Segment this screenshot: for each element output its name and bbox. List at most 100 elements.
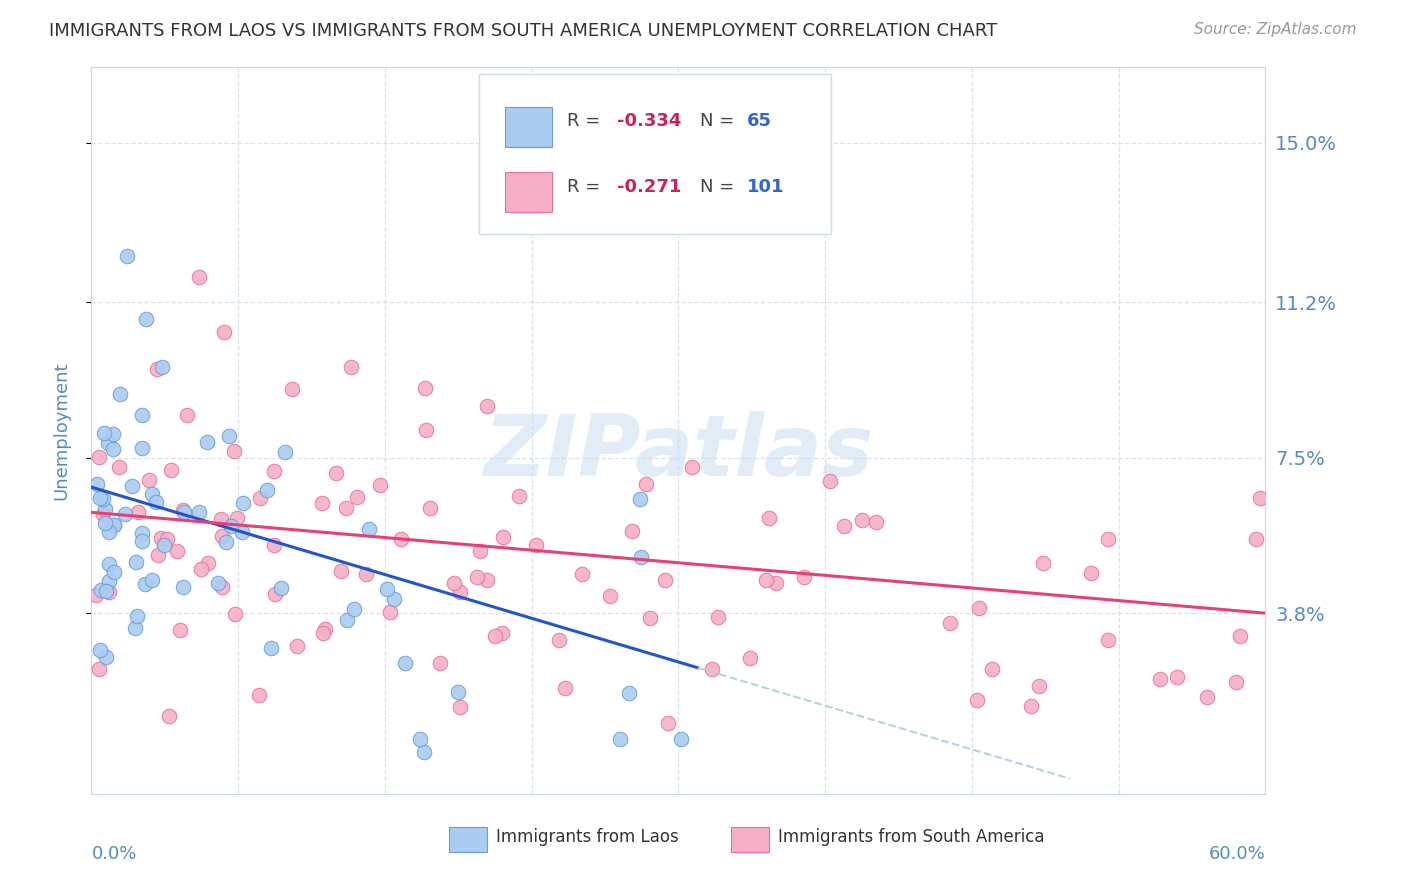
Point [758,511,780,525]
Bar [505,172,551,212]
Point [89,643,111,657]
Point [1149,673,1171,687]
Point [172,503,194,517]
Point [630,549,652,564]
Y-axis label: Unemployment: Unemployment [52,361,70,500]
Point [1097,532,1119,546]
Point [166,544,188,558]
Point [214,325,236,339]
Point [314,622,336,636]
Point [110,387,132,401]
Point [101,442,124,457]
Point [1249,491,1271,505]
Point [97,557,120,571]
Point [524,538,547,552]
Point [1097,633,1119,648]
Point [865,515,887,529]
Point [547,633,569,648]
Bar [505,107,551,147]
Point [311,496,333,510]
Point [101,426,124,441]
Point [86,477,108,491]
Point [211,529,233,543]
Point [638,611,661,625]
Point [415,423,437,437]
Point [702,662,724,676]
Point [467,570,489,584]
Point [818,474,841,488]
Point [1225,675,1247,690]
Point [1019,698,1042,713]
Point [222,444,245,458]
Point [115,249,138,263]
Point [1166,669,1188,683]
Point [1080,566,1102,580]
Point [146,361,169,376]
Point [375,582,398,596]
Point [94,650,117,665]
Point [121,479,143,493]
Point [209,512,232,526]
Point [131,534,153,549]
Point [146,548,169,562]
Point [107,459,129,474]
Point [491,626,513,640]
Text: ZIPatlas: ZIPatlas [484,410,873,493]
Point [103,518,125,533]
Point [329,564,352,578]
Point [382,591,405,606]
Point [832,519,855,533]
Point [145,495,167,509]
Point [131,526,153,541]
Point [141,574,163,588]
Point [94,501,117,516]
Point [389,532,412,546]
Point [125,609,148,624]
Point [484,629,506,643]
Point [1028,679,1050,693]
Point [127,505,149,519]
Point [89,491,111,506]
Point [325,466,347,480]
Point [621,524,644,538]
Point [1229,629,1251,643]
Point [211,580,233,594]
Point [340,360,363,375]
Point [232,496,254,510]
Point [156,532,179,546]
Point [609,732,631,747]
Point [160,463,183,477]
Point [218,429,240,443]
Point [378,605,401,619]
Point [477,399,499,413]
Point [969,601,991,615]
Point [413,381,436,395]
Point [249,491,271,506]
Point [169,623,191,637]
Point [131,408,153,422]
Text: Immigrants from South America: Immigrants from South America [778,829,1045,847]
Point [354,567,377,582]
FancyBboxPatch shape [479,74,831,234]
Point [654,573,676,587]
Point [571,566,593,581]
Point [357,522,380,536]
Point [628,492,651,507]
Point [91,492,114,507]
Point [159,709,181,723]
Point [312,626,335,640]
Point [508,489,530,503]
Point [197,556,219,570]
Point [370,478,392,492]
Point [270,581,292,595]
Point [87,450,110,464]
Point [131,441,153,455]
Point [135,312,157,326]
Point [492,530,515,544]
Point [87,662,110,676]
Point [765,575,787,590]
Point [134,576,156,591]
Point [263,464,285,478]
Point [103,517,125,532]
Point [468,544,491,558]
